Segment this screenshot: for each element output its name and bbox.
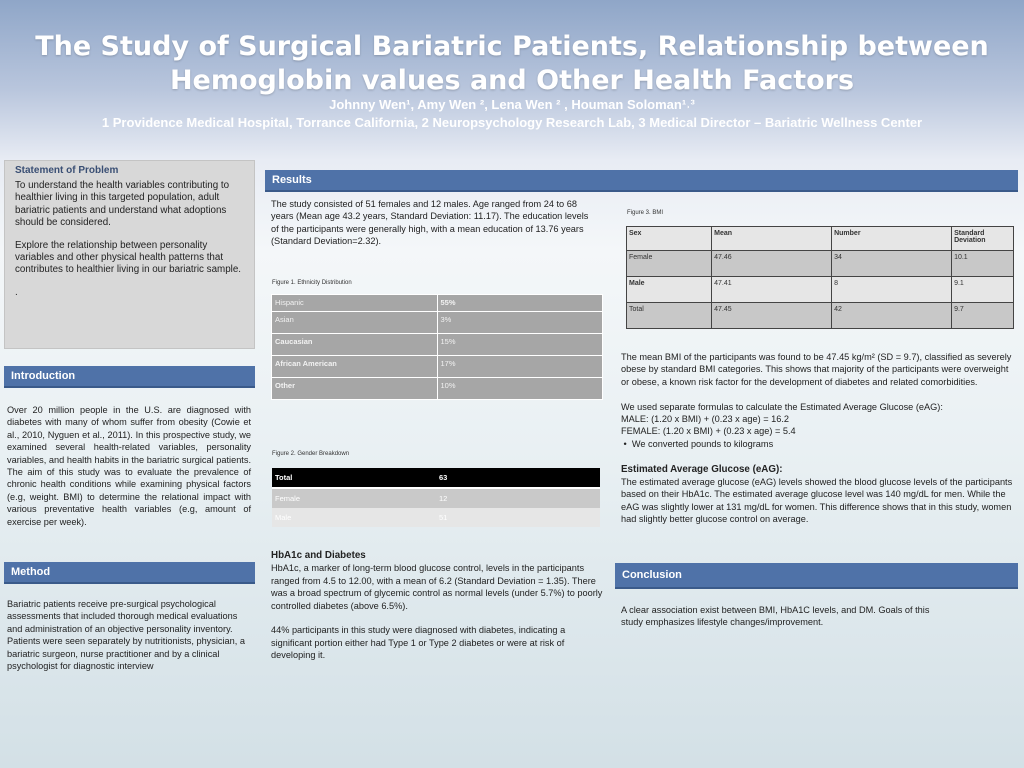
table-cell: 47.45 [711, 302, 833, 329]
problem-text-1: To understand the health variables contr… [15, 180, 230, 229]
table-row: Male 51 [272, 508, 600, 527]
table-cell: 51 [436, 508, 600, 527]
table-row: Female 12 [272, 488, 600, 508]
table-cell: 63 [436, 468, 600, 489]
table-row: Total 63 [272, 468, 600, 489]
male-formula: MALE: (1.20 x BMI) + (0.23 x age) = 16.2 [621, 414, 790, 425]
table-cell: Female [625, 250, 713, 277]
bmi-text: The mean BMI of the participants was fou… [621, 352, 1012, 387]
introduction-heading: Introduction [4, 366, 255, 388]
problem-text-2: Explore the relationship between persona… [15, 239, 241, 276]
method-text-2: Patients were seen separately by nutriti… [7, 636, 245, 672]
gender-table: Total 63 Female 12 Male 51 [272, 468, 600, 527]
table-cell: 9.7 [951, 302, 1014, 329]
method-text-1: Bariatric patients receive pre-surgical … [7, 599, 238, 634]
table-cell: Hispanic [271, 294, 438, 312]
table-cell: Female [272, 488, 436, 508]
conclusion-heading: Conclusion [615, 563, 1018, 589]
eag-heading: Estimated Average Glucose (eAG): [621, 463, 783, 475]
table-cell: Number [831, 226, 953, 251]
bullet-item: • We converted pounds to kilograms [621, 438, 774, 449]
table-row: Other 10% [271, 377, 603, 400]
table-cell: Asian [271, 311, 438, 334]
table-cell: 9.1 [951, 276, 1014, 303]
ethnicity-table: Hispanic 55% Asian 3% Caucasian 15% African Am… [271, 294, 603, 400]
hba1c-section: HbA1c and Diabetes HbA1c, a marker of lo… [271, 549, 606, 662]
figure2-caption: Figure 2. Gender Breakdown [272, 451, 350, 457]
table-cell: 8 [831, 276, 953, 303]
table-row: Asian 3% [271, 311, 603, 334]
figure3-caption: Figure 3. BMI [627, 210, 664, 216]
results-intro: The study consisted of 51 females and 12… [271, 199, 589, 247]
table-cell: 15% [436, 333, 603, 356]
table-cell: 34 [831, 250, 953, 277]
problem-statement-box: Statement of Problem To understand the h… [4, 160, 255, 349]
bmi-table: Sex Mean Number Standard Deviation Female 47.… [625, 226, 1014, 329]
table-cell: Standard Deviation [951, 226, 1014, 251]
table-cell: 47.41 [711, 276, 833, 303]
table-row: Sex Mean Number Standard Deviation [625, 226, 1014, 251]
table-cell: Total [625, 302, 713, 329]
table-row: Male 47.41 8 9.1 [625, 276, 1014, 303]
eag-formula-intro: We used separate formulas to calculate t… [621, 401, 943, 412]
table-cell: 42 [831, 302, 953, 329]
affiliations: 1 Providence Medical Hospital, Torrance … [101, 115, 923, 130]
table-cell: 55% [436, 294, 603, 312]
table-cell: 47.46 [711, 250, 833, 277]
table-cell: 17% [436, 355, 603, 378]
table-cell: 10.1 [951, 250, 1014, 277]
table-cell: African American [271, 355, 438, 378]
hba1c-heading: HbA1c and Diabetes [271, 550, 366, 561]
table-row: Female 47.46 34 10.1 [625, 250, 1014, 277]
method-heading: Method [4, 562, 255, 584]
table-cell: Total [272, 468, 436, 489]
results-heading: Results [265, 170, 1018, 192]
table-row: Total 47.45 42 9.7 [625, 302, 1014, 329]
bmi-section: The mean BMI of the participants was fou… [621, 351, 1017, 526]
table-cell: 10% [436, 377, 603, 400]
hba1c-text-2: 44% participants in this study were diag… [271, 625, 566, 661]
table-cell: Caucasian [271, 333, 438, 356]
eag-text: The estimated average glucose (eAG) leve… [621, 477, 1013, 525]
table-cell: Other [271, 377, 438, 400]
hba1c-text-1: HbA1c, a marker of long-term blood gluco… [271, 563, 603, 611]
table-row: African American 17% [271, 355, 603, 378]
conclusion-text: A clear association exist between BMI, H… [621, 605, 930, 628]
poster-title: The Study of Surgical Bariatric Patients… [35, 31, 989, 96]
introduction-text: Over 20 million people in the U.S. are d… [7, 405, 251, 527]
female-formula: FEMALE: (1.20 x BMI) + (0.23 x age) = 5.… [621, 426, 796, 437]
problem-text-3: . [15, 286, 18, 298]
table-row: Hispanic 55% [271, 294, 603, 312]
table-cell: Sex [625, 226, 713, 251]
table-cell: 12 [436, 488, 600, 508]
method-text: Bariatric patients receive pre-surgical … [7, 598, 255, 672]
table-row: Caucasian 15% [271, 333, 603, 356]
table-cell: Male [272, 508, 436, 527]
table-cell: Male [625, 276, 713, 303]
table-cell: 3% [436, 311, 603, 334]
table-cell: Mean [711, 226, 833, 251]
figure1-caption: Figure 1. Ethnicity Distribution [272, 280, 352, 286]
problem-heading: Statement of Problem [15, 165, 119, 176]
authors: Johnny Wen¹, Amy Wen ², Lena Wen ² , Hou… [329, 97, 695, 112]
